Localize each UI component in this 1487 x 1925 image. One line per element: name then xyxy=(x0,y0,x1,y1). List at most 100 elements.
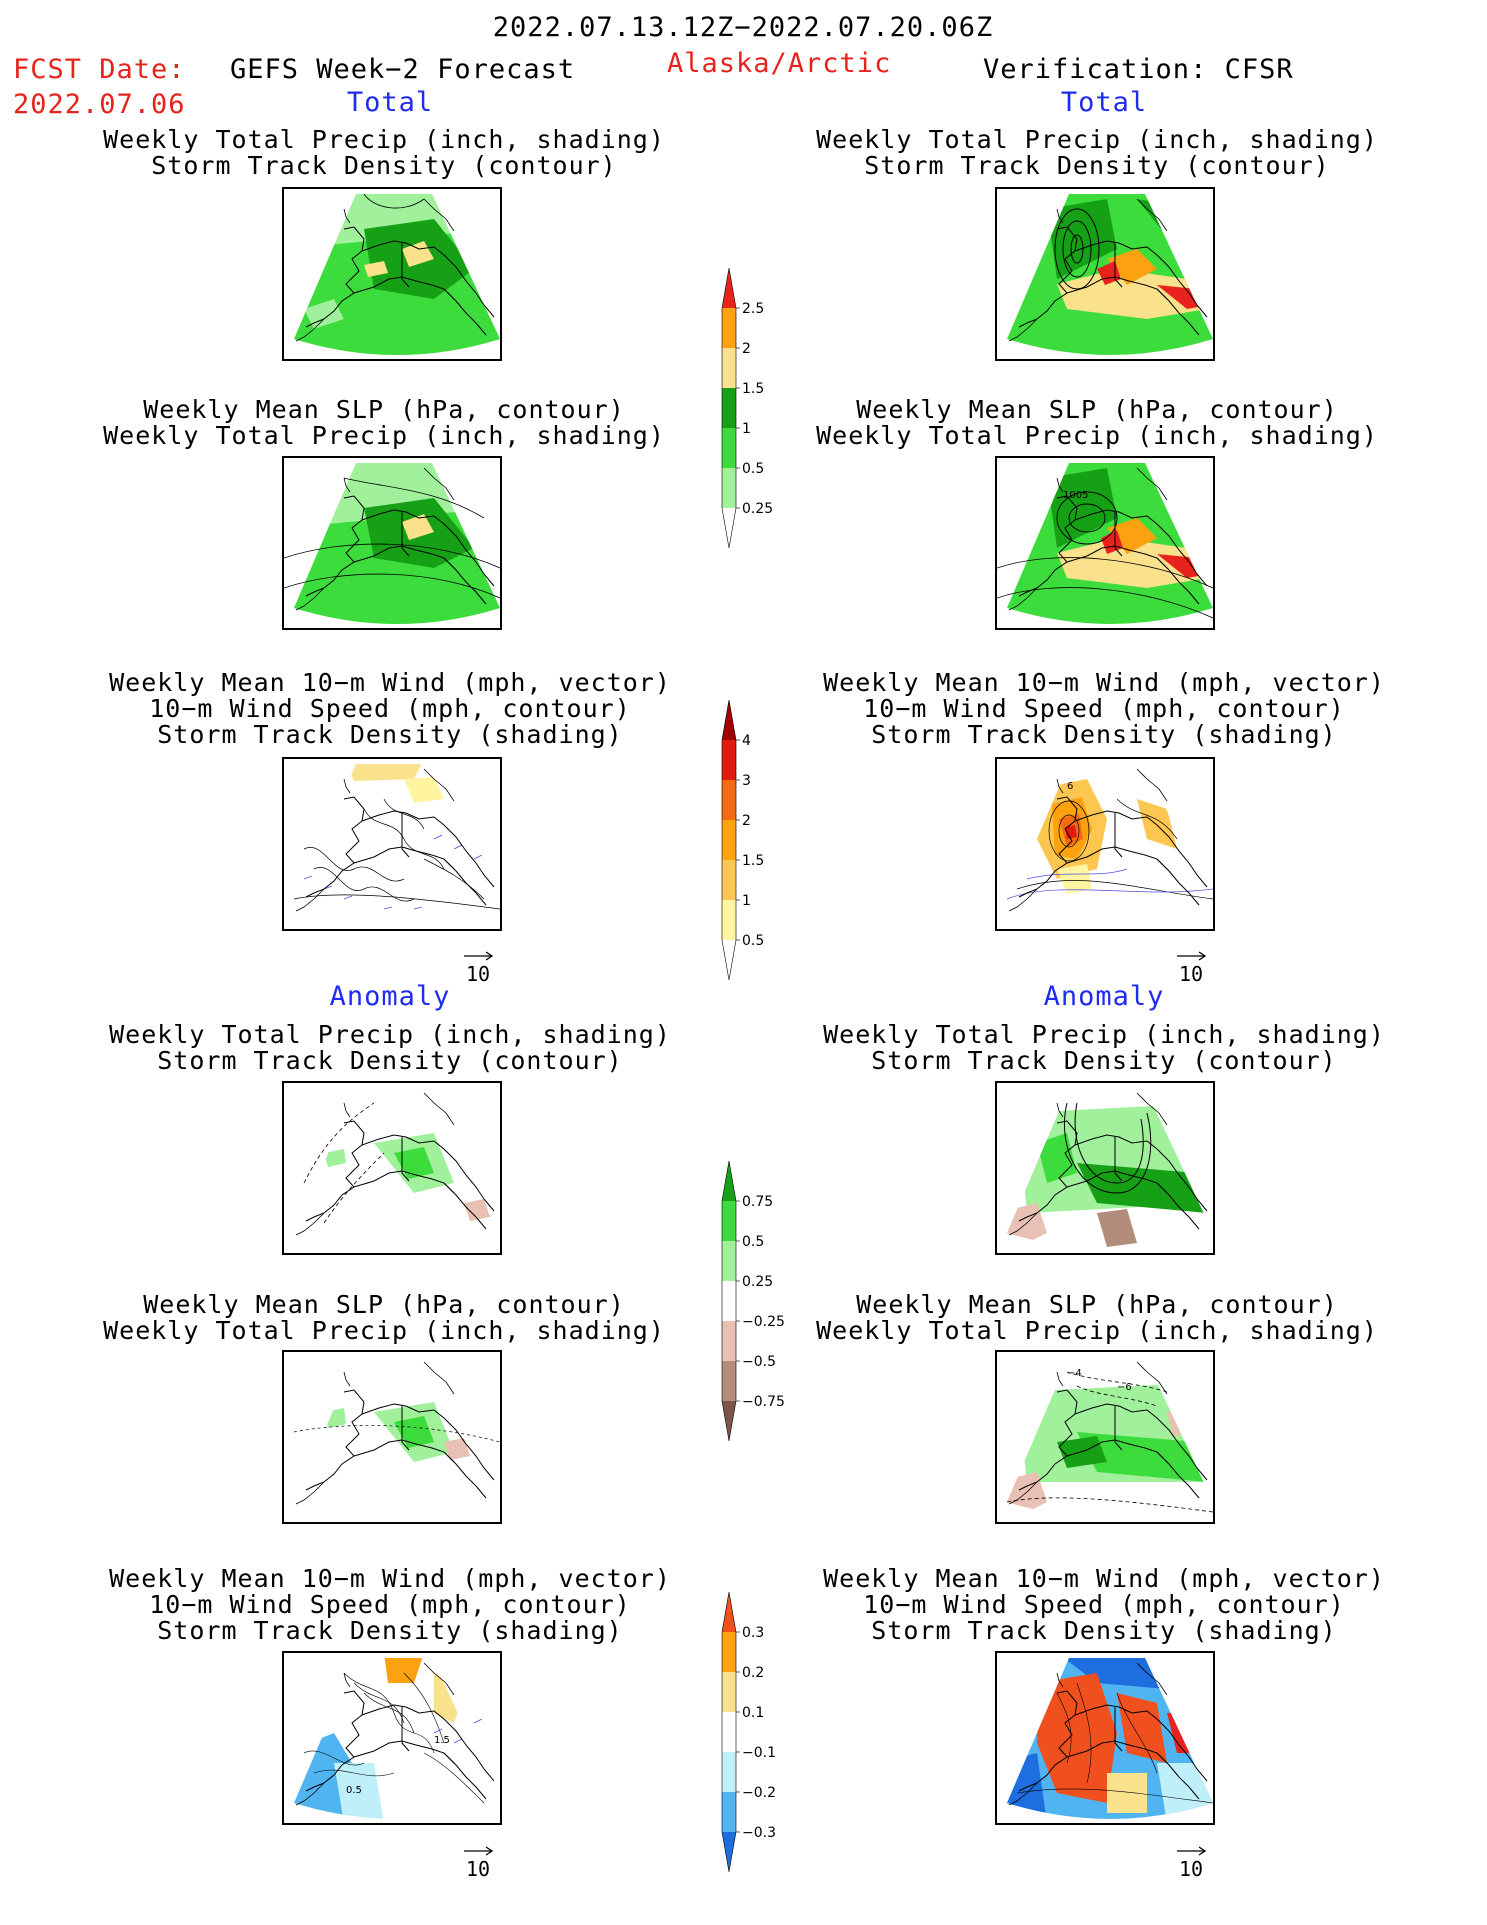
map-slp-precip-total-obs: 1005 xyxy=(995,456,1215,630)
section-total-right: Total xyxy=(1060,87,1148,118)
colorbar-bottom-tip xyxy=(722,1832,736,1872)
title-precip-storm-total-obs: Weekly Total Precip (inch, shading) Stor… xyxy=(816,125,1378,180)
colorbar-segment xyxy=(722,1201,736,1241)
title-wind-storm-total-obs: Weekly Mean 10−m Wind (mph, vector) 10−m… xyxy=(823,668,1385,749)
colorbar-top-tip xyxy=(722,700,736,740)
title-slp-precip-total-fcst: Weekly Mean SLP (hPa, contour) Weekly To… xyxy=(103,395,665,450)
colorbar-tick-label: −0.75 xyxy=(742,1394,785,1410)
colorbar-tick-label: 2 xyxy=(742,341,751,357)
region-title: Alaska/Arctic xyxy=(667,48,892,79)
date-range: 2022.07.13.12Z−2022.07.20.06Z xyxy=(492,12,994,43)
colorbar-tick-label: 1.5 xyxy=(742,853,764,869)
vector-ref-anom-fcst: 10 xyxy=(458,1845,498,1881)
title-precip-storm-anom-obs: Weekly Total Precip (inch, shading) Stor… xyxy=(823,1020,1385,1075)
colorbar-tick-label: 4 xyxy=(742,733,751,749)
colorbar-segment xyxy=(722,820,736,860)
colorbar-tick-label: 1 xyxy=(742,421,751,437)
colorbar-tick-label: 0.3 xyxy=(742,1625,764,1641)
colorbar-segment xyxy=(722,900,736,940)
vector-ref-label: 10 xyxy=(1178,1857,1204,1881)
wind-anom-label-b: 0.5 xyxy=(346,1785,362,1796)
fcst-label: FCST Date: xyxy=(13,54,186,85)
colorbar-tick-label: 1 xyxy=(742,893,751,909)
colorbar-segment xyxy=(722,1752,736,1792)
colorbar-bottom-tip xyxy=(722,508,736,548)
colorbar-segment xyxy=(722,1281,736,1321)
colorbar-storm-total: 4 3 2 1.5 1 0.5 xyxy=(721,700,764,981)
title-slp-precip-anom-obs: Weekly Mean SLP (hPa, contour) Weekly To… xyxy=(816,1290,1378,1345)
colorbar-tick-label: −0.2 xyxy=(742,1785,776,1801)
wind-anom-label-a: 1.5 xyxy=(434,1735,450,1746)
section-total-left: Total xyxy=(346,87,434,118)
section-anomaly-right: Anomaly xyxy=(1043,981,1165,1012)
title-wind-storm-total-fcst: Weekly Mean 10−m Wind (mph, vector) 10−m… xyxy=(109,668,671,749)
colorbar-segment xyxy=(722,740,736,780)
title-precip-storm-total-fcst: Weekly Total Precip (inch, shading) Stor… xyxy=(103,125,665,180)
colorbar-segment xyxy=(722,1632,736,1672)
colorbar-segment xyxy=(722,1241,736,1281)
colorbar-tick-label: 2.5 xyxy=(742,301,764,317)
colorbar-segment xyxy=(722,308,736,348)
colorbar-top-tip xyxy=(722,1161,736,1201)
map-wind-storm-anom-obs xyxy=(995,1651,1215,1825)
vector-ref-label: 10 xyxy=(465,962,491,986)
map-precip-storm-anom-obs xyxy=(995,1081,1215,1255)
wind-contour-label: 6 xyxy=(1067,781,1073,792)
vector-ref-total-obs: 10 xyxy=(1171,950,1211,986)
colorbar-bottom-tip xyxy=(722,940,736,980)
colorbar-tick-label: −0.1 xyxy=(742,1745,776,1761)
colorbar-tick-label: 0.1 xyxy=(742,1705,764,1721)
colorbar-segment xyxy=(722,1361,736,1401)
colorbar-top-tip xyxy=(722,268,736,308)
colorbar-segment xyxy=(722,348,736,388)
colorbar-tick-label: 2 xyxy=(742,813,751,829)
title-wind-storm-anom-fcst: Weekly Mean 10−m Wind (mph, vector) 10−m… xyxy=(109,1564,671,1645)
colorbar-precip-total: 2.5 2 1.5 1 0.5 0.25 xyxy=(721,268,773,549)
vector-ref-total-fcst: 10 xyxy=(458,950,498,986)
colorbar-tick-label: −0.3 xyxy=(742,1825,776,1841)
map-slp-precip-total-fcst xyxy=(282,456,502,630)
map-precip-storm-total-fcst xyxy=(282,187,502,361)
vector-ref-anom-obs: 10 xyxy=(1171,1845,1211,1881)
colorbar-segment xyxy=(722,428,736,468)
vector-ref-label: 10 xyxy=(1178,962,1204,986)
left-title: GEFS Week−2 Forecast xyxy=(230,54,576,85)
colorbar-segment xyxy=(722,468,736,508)
colorbar-tick-label: 3 xyxy=(742,773,751,789)
map-precip-storm-anom-fcst xyxy=(282,1081,502,1255)
colorbar-segment xyxy=(722,1712,736,1752)
colorbar-tick-label: 0.25 xyxy=(742,501,773,517)
title-precip-storm-anom-fcst: Weekly Total Precip (inch, shading) Stor… xyxy=(109,1020,671,1075)
map-wind-storm-anom-fcst: 1.5 0.5 xyxy=(282,1651,502,1825)
colorbar-segment xyxy=(722,780,736,820)
colorbar-segment xyxy=(722,1672,736,1712)
colorbar-precip-anom: 0.75 0.5 0.25 −0.25 −0.5 −0.75 xyxy=(721,1161,785,1442)
colorbar-tick-label: 0.5 xyxy=(742,1234,764,1250)
colorbar-tick-label: −0.25 xyxy=(742,1314,785,1330)
vector-ref-label: 10 xyxy=(465,1857,491,1881)
colorbar-segment xyxy=(722,388,736,428)
colorbar-top-tip xyxy=(722,1592,736,1632)
section-anomaly-left: Anomaly xyxy=(329,981,451,1012)
colorbar-tick-label: −0.5 xyxy=(742,1354,776,1370)
right-title: Verification: CFSR xyxy=(983,54,1294,85)
map-slp-precip-anom-fcst xyxy=(282,1350,502,1524)
colorbar-tick-label: 0.2 xyxy=(742,1665,764,1681)
fcst-date: 2022.07.06 xyxy=(13,89,186,120)
title-slp-precip-total-obs: Weekly Mean SLP (hPa, contour) Weekly To… xyxy=(816,395,1378,450)
colorbar-bottom-tip xyxy=(722,1401,736,1441)
title-slp-precip-anom-fcst: Weekly Mean SLP (hPa, contour) Weekly To… xyxy=(103,1290,665,1345)
colorbar-tick-label: 0.5 xyxy=(742,461,764,477)
colorbar-tick-label: 0.75 xyxy=(742,1194,773,1210)
map-wind-storm-total-fcst xyxy=(282,757,502,931)
colorbar-storm-anom: 0.3 0.2 0.1 −0.1 −0.2 −0.3 xyxy=(721,1592,776,1873)
slp-anom-label-a: −4 xyxy=(1067,1368,1082,1379)
slp-anom-label-b: −6 xyxy=(1117,1382,1132,1393)
colorbar-tick-label: 0.25 xyxy=(742,1274,773,1290)
colorbar-tick-label: 0.5 xyxy=(742,933,764,949)
map-precip-storm-total-obs xyxy=(995,187,1215,361)
colorbar-tick-label: 1.5 xyxy=(742,381,764,397)
colorbar-segment xyxy=(722,1792,736,1832)
title-wind-storm-anom-obs: Weekly Mean 10−m Wind (mph, vector) 10−m… xyxy=(823,1564,1385,1645)
map-slp-precip-anom-obs: −4 −6 xyxy=(995,1350,1215,1524)
